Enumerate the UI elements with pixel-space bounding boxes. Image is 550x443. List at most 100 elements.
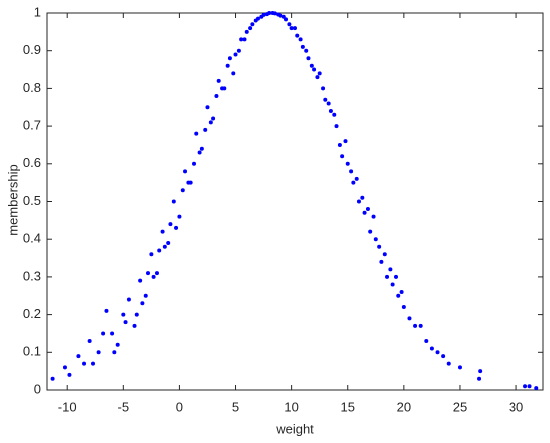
point <box>287 22 292 27</box>
point <box>360 195 365 200</box>
point <box>435 350 440 355</box>
point <box>284 17 289 22</box>
y-tick-label: 1 <box>34 4 41 19</box>
point <box>298 37 303 42</box>
point <box>377 244 382 249</box>
point <box>87 338 92 343</box>
point <box>281 14 286 19</box>
x-axis-label: weight <box>275 421 314 436</box>
point <box>253 18 258 23</box>
point <box>373 237 378 242</box>
point <box>244 29 249 34</box>
point <box>248 26 253 31</box>
point <box>276 12 281 17</box>
y-tick-label: 0.2 <box>23 306 41 321</box>
point <box>334 124 339 129</box>
point <box>340 154 345 159</box>
point <box>62 365 67 370</box>
point <box>115 342 120 347</box>
point <box>523 384 528 389</box>
x-tick-label: 15 <box>341 399 355 414</box>
point <box>326 101 331 106</box>
point <box>399 289 404 294</box>
point <box>214 93 219 98</box>
point <box>393 274 398 279</box>
point <box>149 252 154 257</box>
point <box>211 116 216 121</box>
point <box>192 161 197 166</box>
point <box>154 271 159 276</box>
point <box>304 48 309 53</box>
point <box>199 146 204 151</box>
point <box>123 320 128 325</box>
point <box>306 56 311 61</box>
point <box>371 214 376 219</box>
point <box>379 259 384 264</box>
x-tick-label: -10 <box>58 399 77 414</box>
point <box>50 376 55 381</box>
point <box>407 316 412 321</box>
y-tick-label: 0.7 <box>23 118 41 133</box>
x-tick-label: 0 <box>176 399 183 414</box>
x-tick-label: 10 <box>284 399 298 414</box>
point <box>203 127 208 132</box>
point <box>424 338 429 343</box>
point <box>534 386 539 391</box>
point <box>145 271 150 276</box>
point <box>323 97 328 102</box>
point <box>104 308 109 313</box>
x-tick-label: 30 <box>509 399 523 414</box>
point <box>160 229 165 234</box>
point <box>300 44 305 49</box>
point <box>110 331 115 336</box>
point <box>429 346 434 351</box>
point <box>121 312 126 317</box>
point <box>390 282 395 287</box>
point <box>220 86 225 91</box>
x-tick-label: -5 <box>118 399 130 414</box>
point <box>162 244 167 249</box>
point <box>216 78 221 83</box>
point <box>166 240 171 245</box>
point <box>126 297 131 302</box>
point <box>362 210 367 215</box>
point <box>356 199 361 204</box>
point <box>132 323 137 328</box>
point <box>368 229 373 234</box>
point <box>225 63 230 68</box>
point <box>418 323 423 328</box>
point <box>138 278 143 283</box>
point <box>233 52 238 57</box>
point <box>388 267 393 272</box>
point <box>242 37 247 42</box>
x-tick-label: 20 <box>397 399 411 414</box>
point <box>96 350 101 355</box>
point <box>186 180 191 185</box>
point <box>151 274 156 279</box>
point <box>457 365 462 370</box>
point <box>315 75 320 80</box>
point <box>264 12 269 17</box>
point <box>385 274 390 279</box>
point <box>328 109 333 114</box>
point <box>343 139 348 144</box>
point <box>349 169 354 174</box>
y-tick-label: 0.4 <box>23 231 41 246</box>
point <box>354 176 359 181</box>
y-tick-label: 0.5 <box>23 193 41 208</box>
point <box>236 48 241 53</box>
point <box>112 350 117 355</box>
point <box>295 33 300 38</box>
point <box>345 161 350 166</box>
point <box>382 252 387 257</box>
point <box>527 384 532 389</box>
point <box>446 361 451 366</box>
point <box>309 63 314 68</box>
point <box>208 120 213 125</box>
point <box>174 225 179 230</box>
point <box>183 169 188 174</box>
x-tick-label: 25 <box>453 399 467 414</box>
point <box>441 354 446 359</box>
point <box>227 56 232 61</box>
point <box>478 369 483 374</box>
